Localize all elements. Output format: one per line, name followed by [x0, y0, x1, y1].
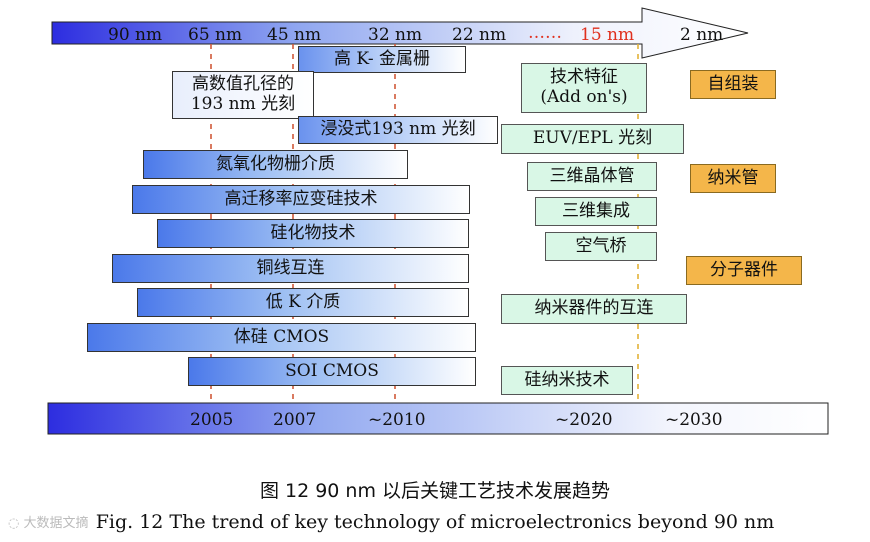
- year-label-2020: ~2020: [555, 410, 613, 430]
- node-label-45nm: 45 nm: [267, 25, 321, 45]
- watermark-logo: ◌ 大数据文摘: [8, 512, 89, 531]
- node-label-90nm: 90 nm: [108, 25, 162, 45]
- node-label-2nm: 2 nm: [680, 25, 723, 45]
- watermark-text: 大数据文摘: [23, 516, 89, 531]
- tech-bar-strained-silicon: 高迁移率应变硅技术: [132, 185, 470, 214]
- figure-caption-chinese: 图 12 90 nm 以后关键工艺技术发展趋势: [259, 480, 611, 502]
- tech-bar-high-na-193nm-lithography: 高数值孔径的 193 nm 光刻: [172, 71, 314, 119]
- addon-box-air-bridge: 空气桥: [545, 232, 657, 261]
- node-label-ellipsis: ……: [528, 23, 562, 43]
- addon-box-euv-epl-lithography: EUV/EPL 光刻: [501, 124, 684, 154]
- tech-bar-soi-cmos: SOI CMOS: [188, 357, 476, 386]
- tech-bar-bulk-cmos: 体硅 CMOS: [87, 323, 476, 352]
- year-label-2007: 2007: [273, 410, 316, 430]
- tech-bar-low-k-dielectric: 低 K 介质: [137, 288, 469, 317]
- addon-box-3d-integration: 三维集成: [535, 197, 657, 226]
- future-box-nanotube: 纳米管: [690, 164, 776, 193]
- year-label-2030: ~2030: [665, 410, 723, 430]
- year-label-2005: 2005: [190, 410, 233, 430]
- tech-bar-oxynitride-gate-dielectric: 氮氧化物栅介质: [143, 150, 408, 179]
- watermark-icon: ◌: [8, 516, 20, 531]
- node-label-32nm: 32 nm: [368, 25, 422, 45]
- node-size-arrow: [51, 7, 749, 59]
- future-box-self-assembly: 自组装: [690, 70, 776, 99]
- node-label-65nm: 65 nm: [188, 25, 242, 45]
- future-box-molecular-device: 分子器件: [686, 256, 802, 285]
- node-size-labels: 90 nm 65 nm 45 nm 32 nm 22 nm …… 15 nm 2…: [108, 23, 723, 45]
- node-label-22nm: 22 nm: [452, 25, 506, 45]
- year-timeline-bar: [47, 402, 829, 435]
- year-label-2010: ~2010: [368, 410, 426, 430]
- addon-box-tech-features: 技术特征 (Add on's): [521, 63, 647, 113]
- node-label-15nm: 15 nm: [580, 25, 634, 45]
- addon-box-silicon-nanotech: 硅纳米技术: [501, 366, 633, 395]
- addon-box-3d-transistor: 三维晶体管: [527, 162, 657, 191]
- addon-box-nano-device-interconnect: 纳米器件的互连: [501, 294, 687, 324]
- tech-bar-high-k-metal-gate: 高 K- 金属栅: [298, 46, 466, 73]
- figure-caption-english: Fig. 12 The trend of key technology of m…: [95, 511, 775, 533]
- tech-bar-copper-interconnect: 铜线互连: [112, 254, 469, 283]
- year-labels: 2005 2007 ~2010 ~2020 ~2030: [190, 410, 723, 430]
- tech-bar-immersion-193nm-lithography: 浸没式193 nm 光刻: [298, 116, 498, 144]
- tech-bar-silicide: 硅化物技术: [157, 219, 469, 248]
